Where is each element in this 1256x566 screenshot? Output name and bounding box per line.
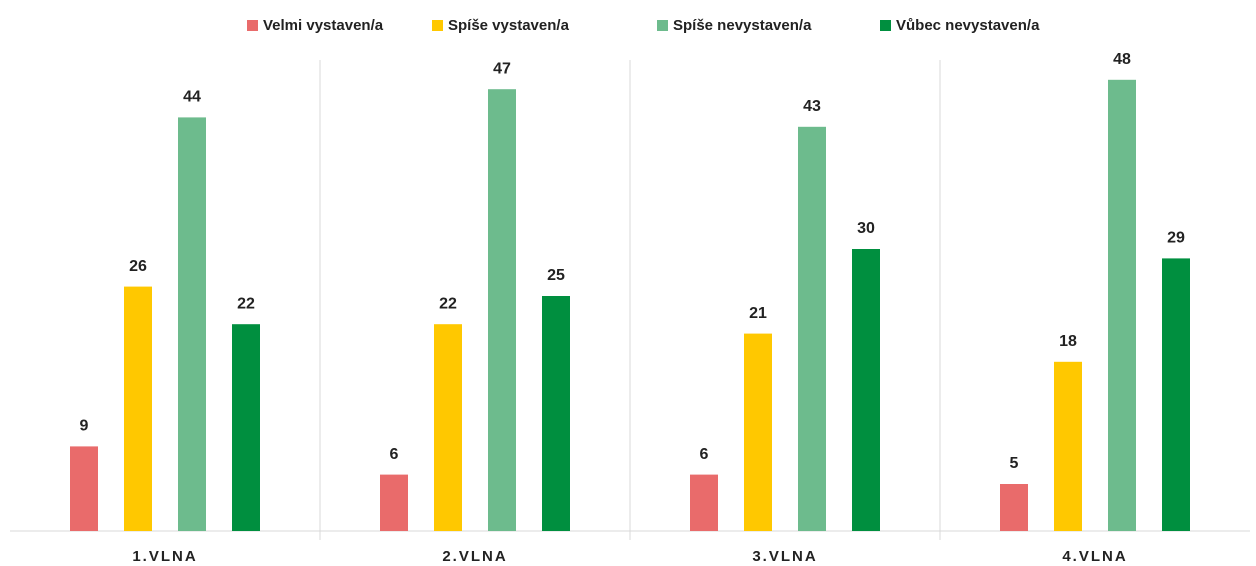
legend-swatch <box>432 20 443 31</box>
bar <box>434 324 462 531</box>
bar <box>380 474 408 531</box>
bar <box>232 324 260 531</box>
data-label: 9 <box>80 418 89 435</box>
x-tick-label: 3.VLNA <box>752 548 817 565</box>
data-label: 29 <box>1167 230 1185 247</box>
legend-swatch <box>880 20 891 31</box>
bar <box>852 249 880 531</box>
bar <box>1054 361 1082 531</box>
data-label: 43 <box>803 98 821 115</box>
bar <box>798 126 826 532</box>
legend-label: Velmi vystaven/a <box>263 17 384 34</box>
legend-swatch <box>657 20 668 31</box>
bar <box>488 89 516 531</box>
bar <box>70 446 98 531</box>
x-tick-label: 1.VLNA <box>132 548 197 565</box>
bar <box>1000 484 1028 531</box>
data-label: 5 <box>1010 455 1019 472</box>
data-label: 44 <box>183 89 201 106</box>
bar <box>178 117 206 532</box>
bar <box>124 286 152 531</box>
legend-swatch <box>247 20 258 31</box>
data-label: 18 <box>1059 333 1077 350</box>
bar <box>1108 79 1136 532</box>
data-label: 6 <box>700 446 709 463</box>
bar <box>744 333 772 531</box>
data-label: 22 <box>237 295 255 312</box>
data-label: 22 <box>439 295 457 312</box>
data-label: 25 <box>547 267 565 284</box>
bar <box>542 296 570 531</box>
bar <box>1162 258 1190 531</box>
data-label: 47 <box>493 60 511 77</box>
x-tick-label: 4.VLNA <box>1062 548 1127 565</box>
legend-label: Spíše nevystaven/a <box>673 17 812 34</box>
data-label: 30 <box>857 220 875 237</box>
data-label: 48 <box>1113 51 1131 68</box>
legend-label: Spíše vystaven/a <box>448 17 570 34</box>
legend-label: Vůbec nevystaven/a <box>896 17 1040 34</box>
x-tick-label: 2.VLNA <box>442 548 507 565</box>
bar <box>690 474 718 531</box>
data-label: 26 <box>129 258 147 275</box>
data-label: 21 <box>749 305 767 322</box>
data-label: 6 <box>390 446 399 463</box>
